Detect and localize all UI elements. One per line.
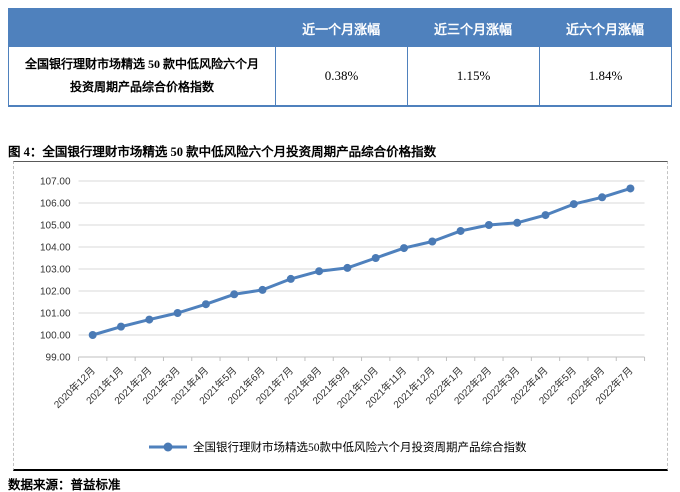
value-6m-cell: 1.84% <box>539 47 671 105</box>
data-point <box>173 309 182 317</box>
index-name-label: 全国银行理财市场精选 50 款中低风险六个月投资周期产品综合价格指数 <box>25 56 260 94</box>
data-point <box>541 211 550 220</box>
data-point <box>88 331 97 339</box>
y-tick-label: 107.00 <box>40 177 71 188</box>
data-point <box>343 263 352 272</box>
data-point <box>513 218 522 227</box>
performance-table-data-row: 全国银行理财市场精选 50 款中低风险六个月投资周期产品综合价格指数 0.38%… <box>9 47 671 105</box>
legend-label: 全国银行理财市场精选50款中低风险六个月投资周期产品综合指数 <box>193 440 527 454</box>
y-tick-label: 102.00 <box>40 287 71 298</box>
y-tick-label: 104.00 <box>40 243 71 254</box>
y-tick-label: 99.00 <box>46 353 71 364</box>
series-markers <box>88 184 635 339</box>
x-axis-ticks <box>78 357 646 361</box>
data-point <box>145 315 154 324</box>
value-1m-cell: 0.38% <box>275 47 407 105</box>
data-point <box>400 244 408 253</box>
y-tick-label: 105.00 <box>40 221 71 232</box>
y-tick-label: 103.00 <box>40 265 71 276</box>
series-line <box>92 187 631 337</box>
data-point <box>569 200 578 209</box>
performance-table: 近一个月涨幅 近三个月涨幅 近六个月涨幅 全国银行理财市场精选 50 款中低风险… <box>8 8 672 107</box>
figure-box: 99.00 100.00 101.00 102.00 103.00 104.00 105.0… <box>13 161 668 471</box>
value-3m-cell: 1.15% <box>407 47 539 105</box>
data-point <box>456 226 465 235</box>
data-source: 数据来源：普益标准 <box>8 478 121 492</box>
data-point <box>428 237 437 246</box>
y-tick-label: 106.00 <box>40 199 71 210</box>
data-point <box>315 267 324 276</box>
header-cell-3m: 近三个月涨幅 <box>434 21 513 37</box>
data-point <box>230 290 239 299</box>
y-axis-labels: 99.00 100.00 101.00 102.00 103.00 104.00 105.0… <box>40 177 71 364</box>
data-point <box>258 285 267 294</box>
index-name-cell: 全国银行理财市场精选 50 款中低风险六个月投资周期产品综合价格指数 <box>9 47 275 105</box>
performance-table-header-row: 近一个月涨幅 近三个月涨幅 近六个月涨幅 <box>9 9 671 47</box>
data-point <box>286 274 295 283</box>
y-gridlines <box>78 180 645 358</box>
legend: 全国银行理财市场精选50款中低风险六个月投资周期产品综合指数 <box>149 440 527 454</box>
figure-caption: 图 4：全国银行理财市场精选 50 款中低风险六个月投资周期产品综合价格指数 <box>8 145 437 159</box>
data-point <box>201 300 210 309</box>
header-cell-1m: 近一个月涨幅 <box>302 21 381 37</box>
x-axis-labels: 2020年12月2021年1月2021年2月2021年3月2021年4月2021… <box>51 364 636 411</box>
data-point <box>117 322 125 331</box>
y-tick-label: 101.00 <box>40 309 71 320</box>
header-cell-6m: 近六个月涨幅 <box>565 21 644 37</box>
y-tick-label: 100.00 <box>40 331 71 342</box>
data-point <box>484 221 493 229</box>
legend-marker-sample <box>163 442 173 452</box>
line-chart: 99.00 100.00 101.00 102.00 103.00 104.00 105.0… <box>40 177 646 454</box>
data-point <box>626 184 635 193</box>
data-point <box>598 193 607 202</box>
data-point <box>371 254 380 262</box>
